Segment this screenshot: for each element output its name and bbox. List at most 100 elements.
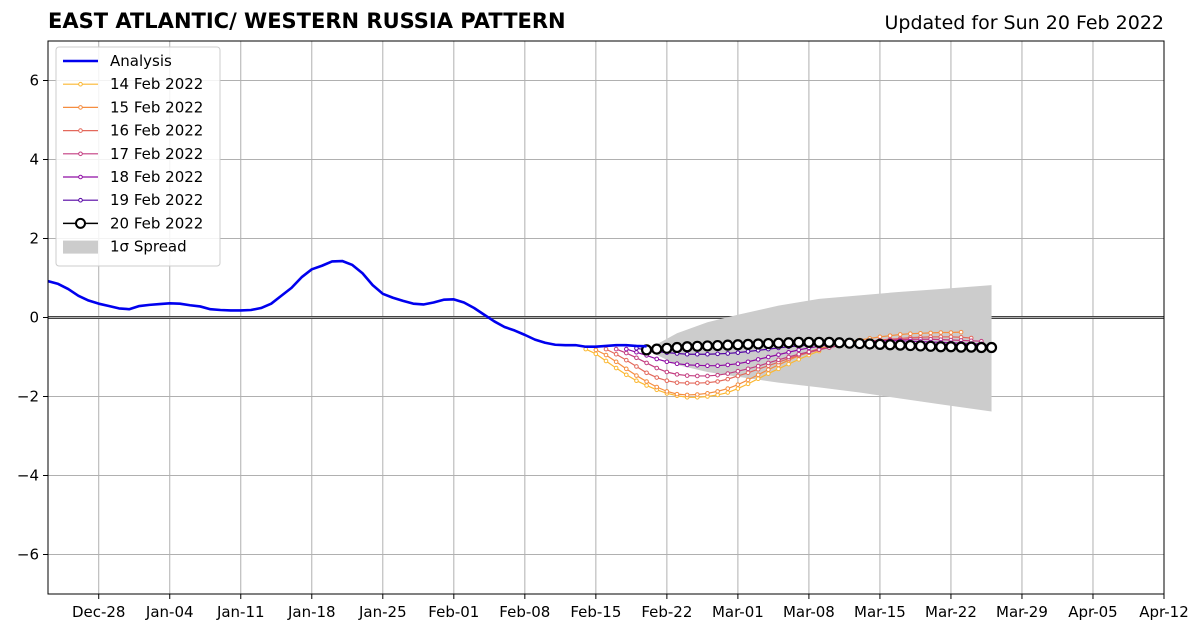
legend-swatch-spread <box>63 240 98 254</box>
legend-swatch-marker <box>78 81 83 87</box>
x-tick-label: Jan-04 <box>145 603 194 621</box>
forecast-point <box>894 339 906 351</box>
forecast-point <box>603 352 609 358</box>
x-tick-label: Mar-29 <box>996 603 1048 621</box>
plot-area <box>48 259 998 412</box>
forecast-point <box>603 346 609 352</box>
y-tick-label: 0 <box>29 309 39 327</box>
forecast-point <box>661 342 673 354</box>
forecast-point <box>813 336 825 348</box>
forecast-point <box>755 376 761 382</box>
forecast-point <box>783 337 795 349</box>
forecast-point <box>823 336 835 348</box>
legend-swatch-marker <box>78 105 83 110</box>
legend-swatch-marker <box>75 217 86 229</box>
legend: Analysis 14 Feb 2022 15 Feb 2022 16 Feb 202… <box>55 46 221 267</box>
forecast-point <box>664 359 670 365</box>
legend-label: 20 Feb 2022 <box>110 214 203 232</box>
forecast-point <box>701 340 714 352</box>
x-tick-label: Apr-05 <box>1068 603 1118 621</box>
forecast-point <box>735 368 741 374</box>
forecast-point <box>776 352 781 357</box>
forecast-point <box>695 380 700 386</box>
forecast-point <box>725 386 731 391</box>
x-tick-label: Mar-15 <box>854 603 906 621</box>
forecast-point <box>793 336 805 348</box>
legend-label: Analysis <box>110 52 172 70</box>
forecast-point <box>904 339 916 352</box>
forecast-point <box>786 354 791 360</box>
forecast-point <box>884 339 896 351</box>
forecast-point <box>735 373 741 379</box>
y-tick-label: −4 <box>17 467 39 485</box>
legend-label: 17 Feb 2022 <box>110 145 203 163</box>
forecast-point <box>752 338 764 350</box>
forecast-point <box>691 340 703 352</box>
forecast-point <box>965 341 977 353</box>
forecast-point <box>854 337 866 350</box>
forecast-point <box>623 357 629 363</box>
forecast-point <box>755 363 761 369</box>
forecast-point <box>623 350 629 356</box>
legend-swatch-marker <box>78 197 83 203</box>
forecast-point <box>684 362 690 368</box>
forecast-point <box>634 373 639 378</box>
forecast-point <box>725 390 731 395</box>
forecast-point <box>796 351 802 357</box>
y-tick-label: −6 <box>17 546 39 564</box>
forecast-point <box>695 373 700 379</box>
forecast-point <box>695 392 700 397</box>
forecast-point <box>766 367 771 372</box>
y-tick-label: 6 <box>29 72 39 90</box>
x-tick-label: Jan-18 <box>287 603 336 621</box>
y-tick-label: 4 <box>29 151 39 169</box>
forecast-point <box>776 366 781 372</box>
y-tick-label: 2 <box>29 230 39 248</box>
forecast-point <box>897 332 903 337</box>
forecast-point <box>634 364 639 369</box>
forecast-point <box>874 338 886 350</box>
forecast-point <box>671 341 683 354</box>
forecast-point <box>674 391 680 397</box>
x-tick-label: Mar-01 <box>712 603 764 621</box>
forecast-point <box>725 362 731 368</box>
forecast-point <box>928 330 933 336</box>
forecast-point <box>918 331 923 336</box>
forecast-point <box>908 331 913 336</box>
forecast-point <box>786 349 791 355</box>
forecast-point <box>843 337 856 349</box>
forecast-point <box>705 380 710 385</box>
forecast-point <box>593 347 599 353</box>
forecast-point <box>593 351 599 357</box>
legend-label: 16 Feb 2022 <box>110 122 203 140</box>
forecast-point <box>613 365 619 371</box>
forecast-point <box>762 337 774 350</box>
forecast-point <box>796 347 802 353</box>
y-tick-label: −2 <box>17 388 39 406</box>
chart-title: EAST ATLANTIC/ WESTERN RUSSIA PATTERN <box>48 9 566 33</box>
x-tick-label: Feb-01 <box>428 603 479 621</box>
forecast-point <box>715 379 720 384</box>
legend-swatch-marker <box>78 128 83 133</box>
forecast-point <box>715 372 720 378</box>
forecast-point <box>651 343 663 355</box>
forecast-point <box>948 330 954 335</box>
legend-label: 14 Feb 2022 <box>110 75 203 93</box>
forecast-point <box>755 372 761 378</box>
forecast-point <box>654 375 660 380</box>
x-tick-label: Jan-25 <box>358 603 407 621</box>
forecast-point <box>735 386 741 391</box>
legend-label: 15 Feb 2022 <box>110 98 203 116</box>
forecast-point <box>623 372 629 378</box>
forecast-point <box>684 380 690 386</box>
forecast-point <box>745 381 751 387</box>
forecast-point <box>613 351 619 357</box>
forecast-point <box>755 357 761 362</box>
forecast-point <box>735 382 741 387</box>
forecast-point <box>776 357 781 363</box>
forecast-point <box>715 389 720 394</box>
forecast-point <box>803 336 815 348</box>
forecast-point <box>735 361 741 367</box>
forecast-point <box>705 351 710 357</box>
analysis-line <box>48 259 647 349</box>
